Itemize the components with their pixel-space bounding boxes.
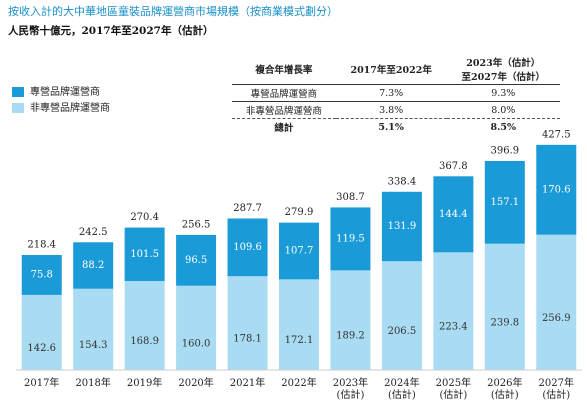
value-label: 154.3 [79, 340, 108, 351]
value-label: 107.7 [285, 245, 314, 256]
bar-segment [536, 144, 577, 235]
table-cell: 5.1% [378, 121, 404, 133]
total-label: 242.5 [79, 227, 108, 238]
chart-subtitle: 人民幣十億元，2017年至2027年（估計） [8, 24, 213, 37]
value-label: 256.9 [542, 313, 571, 324]
table-cell: 9.3% [446, 84, 560, 102]
bar-segment [124, 281, 165, 370]
x-tick-label: 2019年 [126, 378, 163, 389]
bar-segment [73, 242, 114, 289]
x-tick-label: 2021年 [229, 378, 266, 389]
table-cell: 3.8% [335, 101, 447, 119]
x-tick-label: 2017年 [23, 378, 60, 389]
bar-segment [73, 288, 114, 370]
value-label: 119.5 [336, 233, 365, 244]
header-cell: 2023年（估計） 至2027年（估計） [446, 54, 560, 85]
table-cell: 專營品牌運營商 [232, 84, 336, 102]
value-label: 178.1 [233, 334, 262, 345]
bar-segment [433, 252, 474, 370]
value-label: 88.2 [82, 260, 104, 271]
x-tick-label: 2020年 [178, 378, 214, 389]
value-label: 223.4 [439, 322, 468, 333]
total-label: 308.7 [336, 192, 365, 203]
cagr-table: 複合年增長率 2017年至2022年 2023年（估計） 至2027年（估計） 專營品… [232, 54, 560, 135]
bar-segment [227, 218, 268, 277]
value-label: 172.1 [285, 335, 314, 346]
x-tick-label: 2024年 (估計) [384, 378, 420, 401]
legend-swatch [12, 103, 24, 113]
value-label: 157.1 [490, 197, 519, 208]
table-cell: 8.0% [446, 101, 560, 119]
value-label: 131.9 [388, 221, 417, 232]
total-label: 218.4 [27, 239, 56, 250]
bar-segment [484, 243, 525, 370]
legend-label: 專營品牌運營商 [30, 85, 100, 98]
table-row: 非專營品牌運營商 3.8% 8.0% [232, 101, 560, 119]
bar-segment [176, 285, 217, 370]
bar-segment [536, 234, 577, 370]
table-cell: 8.5% [490, 121, 517, 133]
bar-segment [330, 270, 371, 370]
value-label: 239.8 [490, 317, 519, 328]
total-label: 367.8 [439, 161, 468, 172]
total-label: 287.7 [233, 203, 262, 214]
table-body: 複合年增長率 2017年至2022年 2023年（估計） 至2027年（估計） 專營品… [232, 54, 560, 135]
total-label: 338.4 [388, 176, 417, 187]
value-label: 189.2 [336, 331, 365, 342]
bar-segment [176, 234, 217, 286]
value-label: 109.6 [233, 242, 262, 253]
bar-segment [484, 160, 525, 244]
bar-segment [381, 261, 422, 370]
legend-swatch [12, 87, 24, 97]
value-label: 160.0 [182, 338, 211, 349]
value-label: 96.5 [185, 255, 207, 266]
header-cell: 複合年增長率 [232, 54, 336, 85]
x-tick-label: 2027年 (估計) [538, 378, 574, 401]
legend-label: 非專營品牌運營商 [30, 101, 110, 114]
table-cell: 總計 [274, 123, 294, 134]
total-label: 279.9 [285, 207, 314, 218]
x-tick-label: 2018年 [75, 378, 111, 389]
x-tick-label: 2022年 [281, 378, 317, 389]
total-label: 256.5 [182, 219, 211, 230]
value-label: 142.6 [27, 343, 56, 354]
table-cell: 非專營品牌運營商 [232, 101, 336, 119]
bar-segment [21, 254, 62, 295]
value-label: 75.8 [31, 269, 53, 280]
total-label: 427.5 [542, 129, 571, 140]
total-label: 270.4 [130, 212, 159, 223]
bar-segment [21, 294, 62, 370]
value-label: 144.4 [439, 209, 468, 220]
bar-segment [279, 222, 319, 280]
header-cell: 2017年至2022年 [335, 54, 447, 85]
bar-segment [330, 207, 371, 271]
value-label: 170.6 [542, 184, 571, 195]
table-header: 複合年增長率 2017年至2022年 2023年（估計） 至2027年（估計） [232, 54, 560, 85]
bar-segment [433, 176, 474, 253]
value-label: 101.5 [130, 249, 159, 260]
table-row: 專營品牌運營商 7.3% 9.3% [232, 84, 560, 102]
bar-segment [381, 191, 422, 262]
total-label: 396.9 [490, 145, 519, 156]
x-tick-label: 2026年 (估計) [487, 378, 523, 401]
value-label: 206.5 [388, 326, 417, 337]
bar-segment [227, 276, 268, 370]
chart-title: 按收入計的大中華地區童裝品牌運營商市場規模（按商業模式劃分） [8, 4, 338, 18]
table-cell: 7.3% [335, 84, 447, 102]
bar-segment [124, 227, 165, 282]
value-label: 168.9 [130, 336, 159, 347]
table-row: 總計 5.1% 8.5% [232, 119, 560, 136]
x-tick-label: 2025年 (估計) [435, 378, 472, 401]
x-tick-label: 2023年 (估計) [332, 378, 369, 401]
bar-segment [279, 279, 319, 370]
